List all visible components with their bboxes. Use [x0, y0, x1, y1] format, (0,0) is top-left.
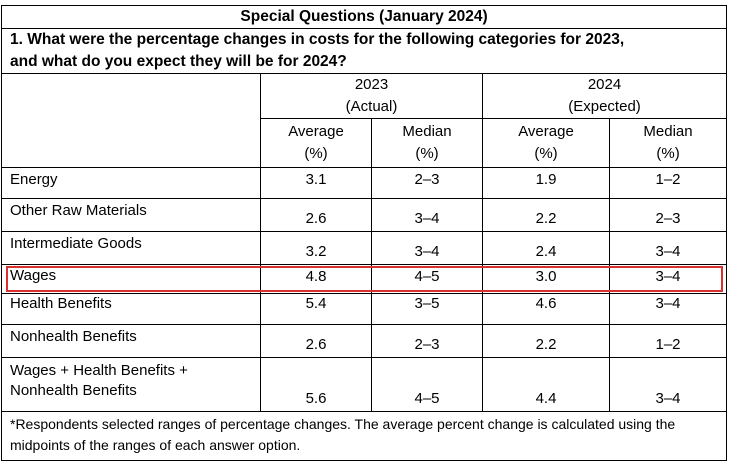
value-cell: 3–4: [608, 357, 728, 412]
stat-label: Median: [643, 123, 693, 140]
value-cell: 2.4: [482, 231, 610, 265]
value-cell: 3–4: [371, 231, 483, 265]
table-row-energy: Energy 3.1 2–3 1.9 1–2: [1, 167, 728, 199]
value-cell: 1–2: [608, 324, 728, 358]
value-cell: 2.2: [482, 324, 610, 358]
row-label-line-1: Wages + Health Benefits +: [10, 362, 188, 379]
question-text: 1. What were the percentage changes in c…: [0, 28, 728, 74]
value-cell: 3–4: [608, 293, 728, 325]
value-cell: 3–4: [608, 264, 728, 294]
value-cell: 4.8: [260, 264, 372, 294]
value-cell: 2.6: [260, 324, 372, 358]
stat-header-median-2023: Median (%): [371, 118, 483, 168]
row-label: Energy: [1, 167, 261, 199]
table-title: Special Questions (January 2024): [0, 5, 728, 29]
value-cell: 5.6: [260, 357, 372, 412]
stat-unit: (%): [534, 145, 558, 162]
value-cell: 3–4: [608, 231, 728, 265]
stat-unit: (%): [304, 145, 328, 162]
footnote-line-2: midpoints of the ranges of each answer o…: [10, 437, 301, 453]
value-cell: 3.2: [260, 231, 372, 265]
row-label: Other Raw Materials: [1, 198, 261, 232]
stat-unit: (%): [415, 145, 439, 162]
survey-table: Special Questions (January 2024) 1. What…: [0, 5, 728, 461]
value-cell: 3.0: [482, 264, 610, 294]
footnote-line-1: *Respondents selected ranges of percenta…: [10, 416, 676, 432]
year-label: 2023: [354, 76, 389, 93]
row-label-line-2: Nonhealth Benefits: [10, 382, 137, 399]
value-cell: 2–3: [371, 167, 483, 199]
value-cell: 2.2: [482, 198, 610, 232]
value-cell: 2–3: [371, 324, 483, 358]
value-cell: 3–4: [371, 198, 483, 232]
value-cell: 1–2: [608, 167, 728, 199]
table-row-total-compensation: Wages + Health Benefits + Nonhealth Bene…: [1, 357, 728, 412]
value-cell: 5.4: [260, 293, 372, 325]
survey-table-frame: Special Questions (January 2024) 1. What…: [0, 5, 728, 461]
footnote: *Respondents selected ranges of percenta…: [0, 411, 728, 461]
year-label: 2024: [587, 76, 622, 93]
stat-header-average-2024: Average (%): [482, 118, 610, 168]
value-cell: 4.6: [482, 293, 610, 325]
value-cell: 1.9: [482, 167, 610, 199]
stat-label: Average: [288, 123, 344, 140]
stat-label: Average: [518, 123, 574, 140]
value-cell: 2.6: [260, 198, 372, 232]
row-label: Wages + Health Benefits + Nonhealth Bene…: [1, 357, 261, 412]
stat-header-median-2024: Median (%): [608, 118, 728, 168]
table-row-health-benefits: Health Benefits 5.4 3–5 4.6 3–4: [1, 293, 728, 325]
question-line-2: and what do you expect they will be for …: [10, 53, 347, 70]
table-row-other-raw-materials: Other Raw Materials 2.6 3–4 2.2 2–3: [1, 198, 728, 232]
value-cell: 4–5: [371, 357, 483, 412]
year-header-2023: 2023 (Actual): [260, 73, 483, 119]
stat-label: Median: [402, 123, 452, 140]
value-cell: 3.1: [260, 167, 372, 199]
stat-header-average-2023: Average (%): [260, 118, 372, 168]
table-row-nonhealth-benefits: Nonhealth Benefits 2.6 2–3 2.2 1–2: [1, 324, 728, 358]
row-label: Health Benefits: [1, 293, 261, 325]
value-cell: 4–5: [371, 264, 483, 294]
year-qualifier: (Expected): [568, 98, 641, 115]
stat-unit: (%): [656, 145, 680, 162]
table-row-wages: Wages 4.8 4–5 3.0 3–4: [1, 264, 728, 294]
row-label: Intermediate Goods: [1, 231, 261, 265]
value-cell: 2–3: [608, 198, 728, 232]
question-line-1: 1. What were the percentage changes in c…: [10, 31, 625, 48]
year-header-2024: 2024 (Expected): [481, 73, 728, 119]
year-qualifier: (Actual): [345, 98, 398, 115]
row-label: Nonhealth Benefits: [1, 324, 261, 358]
value-cell: 4.4: [482, 357, 610, 412]
header-blank-cell: [1, 73, 261, 168]
value-cell: 3–5: [371, 293, 483, 325]
row-label: Wages: [1, 264, 261, 294]
table-row-intermediate-goods: Intermediate Goods 3.2 3–4 2.4 3–4: [1, 231, 728, 265]
